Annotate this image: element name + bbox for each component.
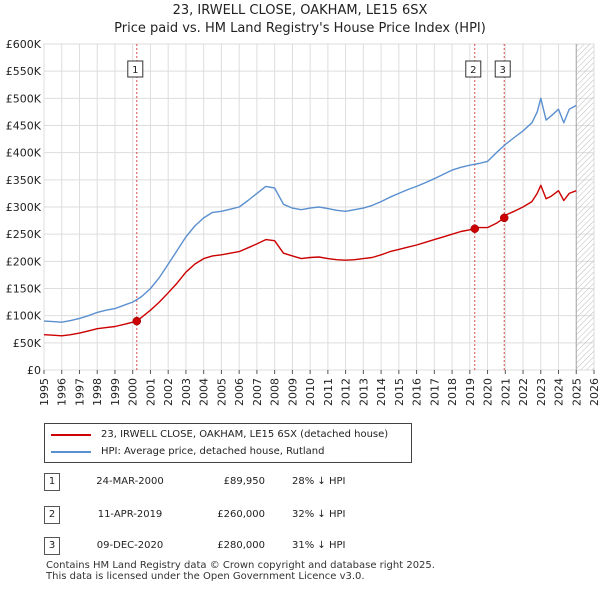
x-tick-label: 2019 [464,378,477,406]
y-tick-label: £500K [6,92,42,105]
y-tick-label: £200K [6,255,42,268]
sale-point [499,213,509,223]
x-tick-label: 2013 [357,378,370,406]
transaction-row: 3 09-DEC-2020 £280,000 31% ↓ HPI [0,536,600,556]
x-tick-label: 2015 [393,378,406,406]
transaction-number: 2 [44,506,60,524]
price-chart: £0 £50K £100K £150K £200K £250K £300K £350K £400… [6,38,600,406]
transaction-price: £89,950 [223,476,265,487]
x-tick-label: 2012 [340,378,353,406]
sale-marker-label: 3 [500,65,506,76]
title-line-1: 23, IRWELL CLOSE, OAKHAM, LE15 6SX [172,3,428,18]
legend-swatch-hpi [51,451,91,453]
x-tick-label: 2005 [215,378,228,406]
x-tick-label: 2025 [570,378,583,406]
legend-swatch-property [51,434,91,436]
transaction-row: 2 11-APR-2019 £260,000 32% ↓ HPI [0,505,600,525]
y-tick-label: £550K [6,65,42,78]
sale-marker-box [127,60,144,78]
legend-label-property: 23, IRWELL CLOSE, OAKHAM, LE15 6SX (deta… [101,429,389,440]
transaction-hpi: 31% ↓ HPI [292,540,346,551]
transaction-price: £280,000 [217,540,265,551]
sale-marker-box [494,60,511,78]
x-tick-label: 2014 [375,378,388,406]
hpi-line [43,97,577,323]
legend: 23, IRWELL CLOSE, OAKHAM, LE15 6SX (deta… [44,423,412,463]
y-tick-label: £250K [6,228,42,241]
y-tick-label: £600K [6,38,42,51]
transaction-row: 1 24-MAR-2000 £89,950 28% ↓ HPI [0,472,600,492]
chart-title: 23, IRWELL CLOSE, OAKHAM, LE15 6SX Price… [0,2,600,38]
x-tick-label: 1995 [38,378,51,406]
transaction-number: 1 [44,473,60,491]
x-tick-label: 2011 [322,378,335,406]
x-tick-label: 2006 [233,378,246,406]
x-tick-label: 2007 [251,378,264,406]
y-tick-label: £300K [6,201,42,214]
x-tick-label: 2000 [127,378,140,406]
x-tick-label: 1998 [91,378,104,406]
forecast-hatch [576,44,594,370]
x-tick-label: 2020 [482,378,495,406]
sale-point [132,316,142,326]
y-tick-label: £450K [6,120,42,133]
transaction-date: 11-APR-2019 [97,509,163,520]
sale-marker-box [465,60,482,78]
x-tick-label: 1996 [56,378,69,406]
x-tick-label: 2023 [535,378,548,406]
legend-label-hpi: HPI: Average price, detached house, Rutl… [101,446,325,457]
y-tick-label: £150K [6,283,42,296]
sale-marker-label: 1 [132,65,138,76]
x-tick-label: 2021 [499,378,512,406]
x-tick-label: 1999 [109,378,122,406]
x-tick-label: 2003 [180,378,193,406]
transaction-date: 09-DEC-2020 [96,540,164,551]
y-tick-label: £350K [6,174,42,187]
transaction-price: £260,000 [217,509,265,520]
x-tick-label: 2009 [286,378,299,406]
x-tick-label: 2024 [553,378,566,406]
footer-attribution: Contains HM Land Registry data © Crown c… [46,560,435,582]
title-line-2: Price paid vs. HM Land Registry's House … [114,21,486,36]
transaction-hpi: 32% ↓ HPI [292,509,346,520]
x-tick-label: 2008 [269,378,282,406]
x-tick-label: 2022 [517,378,530,406]
sale-marker-label: 2 [470,65,476,76]
x-tick-label: 2017 [428,378,441,406]
x-tick-label: 2002 [162,378,175,406]
x-tick-label: 2016 [411,378,424,406]
x-tick-label: 2004 [198,378,211,406]
x-tick-label: 2010 [304,378,317,406]
x-tick-label: 2001 [144,378,157,406]
x-tick-label: 1997 [73,378,86,406]
y-tick-label: £50K [13,337,42,350]
sale-point [470,224,480,233]
transaction-date: 24-MAR-2000 [96,476,164,487]
y-tick-label: £0 [27,364,41,377]
x-tick-label: 2026 [588,378,600,406]
x-tick-label: 2018 [446,378,459,406]
transaction-hpi: 28% ↓ HPI [292,476,346,487]
transaction-number: 3 [44,537,60,555]
y-tick-label: £100K [6,310,42,323]
y-tick-label: £400K [6,147,42,160]
